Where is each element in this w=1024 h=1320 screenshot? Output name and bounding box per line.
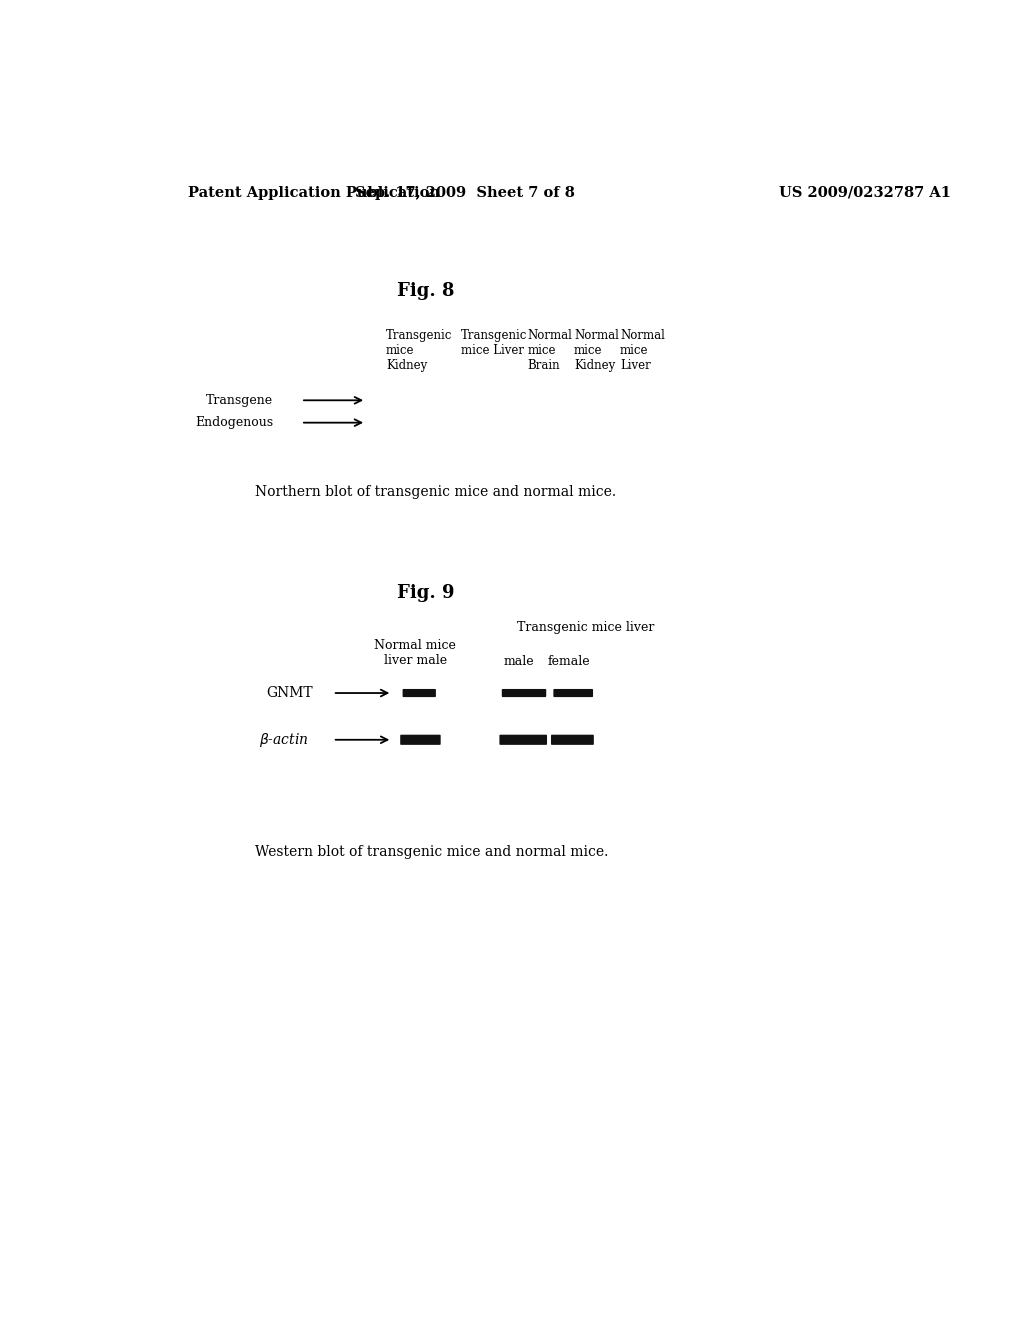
Text: Fig. 8: Fig. 8: [397, 281, 455, 300]
Text: Northern blot of transgenic mice and normal mice.: Northern blot of transgenic mice and nor…: [255, 484, 616, 499]
Text: Transgenic
mice
Kidney: Transgenic mice Kidney: [386, 329, 453, 372]
FancyBboxPatch shape: [551, 735, 594, 744]
Text: Fig. 9: Fig. 9: [397, 585, 455, 602]
Text: female: female: [548, 656, 591, 668]
FancyBboxPatch shape: [502, 689, 546, 697]
Text: Transgenic mice liver: Transgenic mice liver: [517, 622, 654, 634]
Text: Normal
mice
Kidney: Normal mice Kidney: [574, 329, 618, 372]
Text: US 2009/0232787 A1: US 2009/0232787 A1: [778, 186, 950, 199]
Text: Patent Application Publication: Patent Application Publication: [187, 186, 439, 199]
Text: Normal
mice
Brain: Normal mice Brain: [527, 329, 572, 372]
FancyBboxPatch shape: [553, 689, 593, 697]
FancyBboxPatch shape: [500, 735, 547, 744]
Text: Endogenous: Endogenous: [196, 416, 273, 429]
FancyBboxPatch shape: [402, 689, 436, 697]
Text: male: male: [503, 656, 534, 668]
Text: Normal
mice
Liver: Normal mice Liver: [620, 329, 665, 372]
Text: Transgene: Transgene: [206, 393, 273, 407]
Text: GNMT: GNMT: [266, 686, 313, 700]
Text: Transgenic
mice Liver: Transgenic mice Liver: [461, 329, 527, 358]
FancyBboxPatch shape: [400, 735, 440, 744]
Text: Sep. 17, 2009  Sheet 7 of 8: Sep. 17, 2009 Sheet 7 of 8: [355, 186, 575, 199]
Text: Normal mice
liver male: Normal mice liver male: [375, 639, 457, 667]
Text: Western blot of transgenic mice and normal mice.: Western blot of transgenic mice and norm…: [255, 845, 608, 858]
Text: $\beta$-actin: $\beta$-actin: [259, 731, 309, 748]
